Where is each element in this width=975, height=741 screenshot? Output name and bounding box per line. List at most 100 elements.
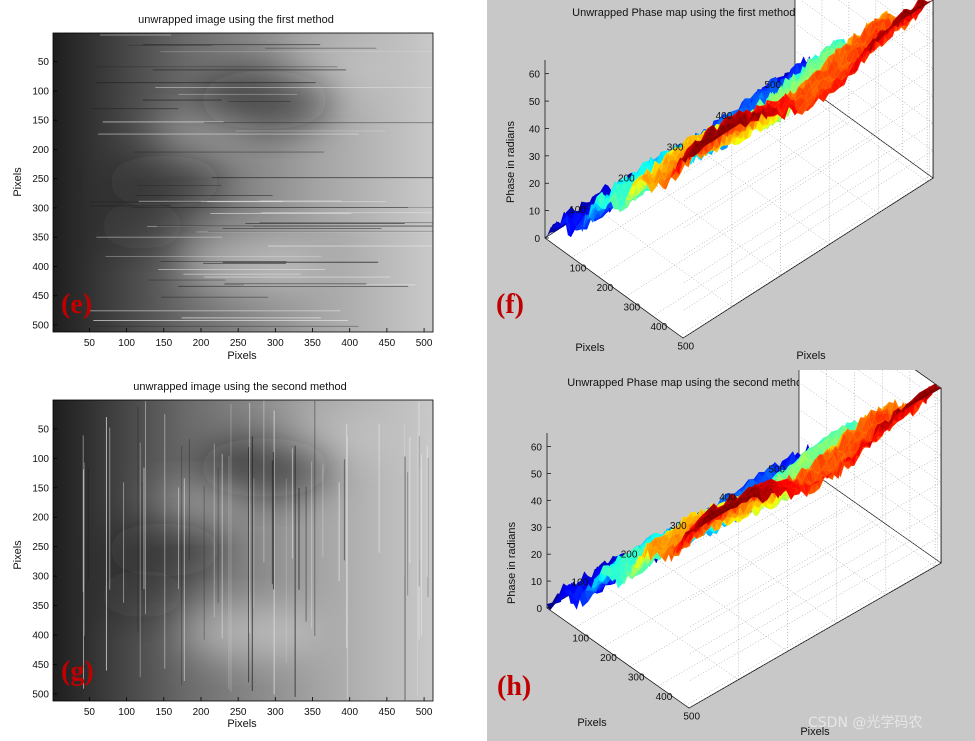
x-tick-label: 300 xyxy=(267,707,284,718)
y-tick-label: 350 xyxy=(32,233,49,244)
grid-line xyxy=(630,370,883,667)
y-tick-label: 350 xyxy=(32,601,49,612)
x-tick-label: 50 xyxy=(84,707,96,718)
panel-label-g: (g) xyxy=(61,656,94,687)
grid-line xyxy=(685,385,938,706)
y-tick-label: 150 xyxy=(32,483,49,494)
x-tick-label: 400 xyxy=(341,707,358,718)
z-tick-label: 30 xyxy=(529,152,541,163)
y-tick-label: 500 xyxy=(768,464,785,475)
z-tick-label: 60 xyxy=(529,70,541,81)
x-tick-label: 500 xyxy=(683,712,700,723)
z-tick-label: 40 xyxy=(531,496,543,507)
y-tick-label: 500 xyxy=(764,80,781,91)
z-tick-label: 50 xyxy=(529,97,541,108)
grid-line xyxy=(792,391,936,567)
chart-h: Unwrapped Phase map using the second met… xyxy=(497,370,942,738)
grid-line xyxy=(657,370,911,687)
grid-line xyxy=(688,435,942,682)
x-tick-label: 300 xyxy=(267,338,284,349)
x-tick-label: 100 xyxy=(572,634,589,645)
y-tick-label: 450 xyxy=(32,660,49,671)
z-tick-label: 40 xyxy=(529,124,541,135)
y-tick-label: 100 xyxy=(569,205,586,216)
y-tick-label: 400 xyxy=(32,262,49,273)
panel-label-f: (f) xyxy=(496,289,524,320)
x-tick-label: 200 xyxy=(600,653,617,664)
light-region xyxy=(275,411,395,459)
panel-g: unwrapped image using the second method … xyxy=(0,370,487,741)
grid-line xyxy=(688,462,942,709)
panel-label-h: (h) xyxy=(497,671,531,702)
x-tick-label: 400 xyxy=(341,338,358,349)
y-tick-label: 150 xyxy=(32,116,49,127)
xlabel-h: Pixels xyxy=(800,726,830,738)
y-tick-label: 50 xyxy=(38,57,50,68)
grid-line xyxy=(694,448,837,624)
image-g xyxy=(52,399,434,702)
z-tick-label: 20 xyxy=(531,550,543,561)
xlabel-f: Pixels xyxy=(796,350,826,362)
y-tick-label: 300 xyxy=(670,521,687,532)
grid-line xyxy=(596,504,739,681)
plot-frame xyxy=(52,399,434,702)
y-tick-label: 100 xyxy=(32,86,49,97)
ylabel-g: Pixels xyxy=(12,540,24,570)
xlabel-e: Pixels xyxy=(227,350,257,362)
y-tick-label: 200 xyxy=(32,513,49,524)
x-tick-label: 200 xyxy=(193,338,210,349)
chart-g: unwrapped image using the second method … xyxy=(12,381,434,730)
y-tick-label: 100 xyxy=(32,454,49,465)
surface-f xyxy=(544,0,934,239)
dark-region xyxy=(97,570,187,618)
watermark: CSDN @光学码农 xyxy=(808,715,922,731)
y-tick-label: 400 xyxy=(719,493,736,504)
x-tick-label: 500 xyxy=(416,707,433,718)
x-tick-label: 100 xyxy=(570,264,587,275)
z-tick-label: 10 xyxy=(531,577,543,588)
x-tick-label: 300 xyxy=(628,673,645,684)
x-tick-label: 100 xyxy=(118,707,135,718)
x-tick-label: 400 xyxy=(650,322,667,333)
x-tick-label: 250 xyxy=(230,338,247,349)
panel-h: Unwrapped Phase map using the second met… xyxy=(487,370,975,741)
y-tick-label: 200 xyxy=(32,145,49,156)
ylabel-e: Pixels xyxy=(12,167,24,197)
x-tick-label: 500 xyxy=(416,338,433,349)
y-tick-label: 250 xyxy=(32,174,49,185)
y-tick-label: 200 xyxy=(618,174,635,185)
grid-line xyxy=(688,382,942,628)
zlabel-f: Phase in radians xyxy=(505,121,517,203)
x-tick-label: 350 xyxy=(304,707,321,718)
y-tick-label: 400 xyxy=(32,631,49,642)
panel-label-e: (e) xyxy=(61,289,92,320)
y-tick-label: 500 xyxy=(32,320,49,331)
y-tick-label: 200 xyxy=(621,549,638,560)
chart-e: unwrapped image using the first method 5… xyxy=(12,14,434,362)
y-tick-label: 400 xyxy=(716,111,733,122)
y-tick-label: 300 xyxy=(32,203,49,214)
z-tick-label: 0 xyxy=(534,234,540,245)
surface-h xyxy=(546,383,942,611)
y-tick-label: 300 xyxy=(32,572,49,583)
grid-line xyxy=(743,419,887,596)
grid-line xyxy=(688,370,942,601)
panel-e: unwrapped image using the first method 5… xyxy=(0,0,487,370)
grid-line xyxy=(602,370,855,648)
z-tick-label: 60 xyxy=(531,442,543,453)
grid-line xyxy=(645,476,788,652)
xlabel-g: Pixels xyxy=(227,718,257,730)
x-tick-label: 350 xyxy=(304,338,321,349)
title-e: unwrapped image using the first method xyxy=(138,14,334,26)
grid-line xyxy=(574,370,827,628)
x-tick-label: 50 xyxy=(84,338,96,349)
y-tick-label: 50 xyxy=(38,424,50,435)
y-tick-label: 300 xyxy=(667,142,684,153)
ylabel-f: Pixels xyxy=(575,342,605,354)
light-region xyxy=(275,44,395,92)
dark-region xyxy=(104,523,224,577)
z-tick-label: 50 xyxy=(531,469,543,480)
x-tick-label: 150 xyxy=(155,338,172,349)
zlabel-h: Phase in radians xyxy=(506,522,518,604)
title-g: unwrapped image using the second method xyxy=(133,381,346,393)
